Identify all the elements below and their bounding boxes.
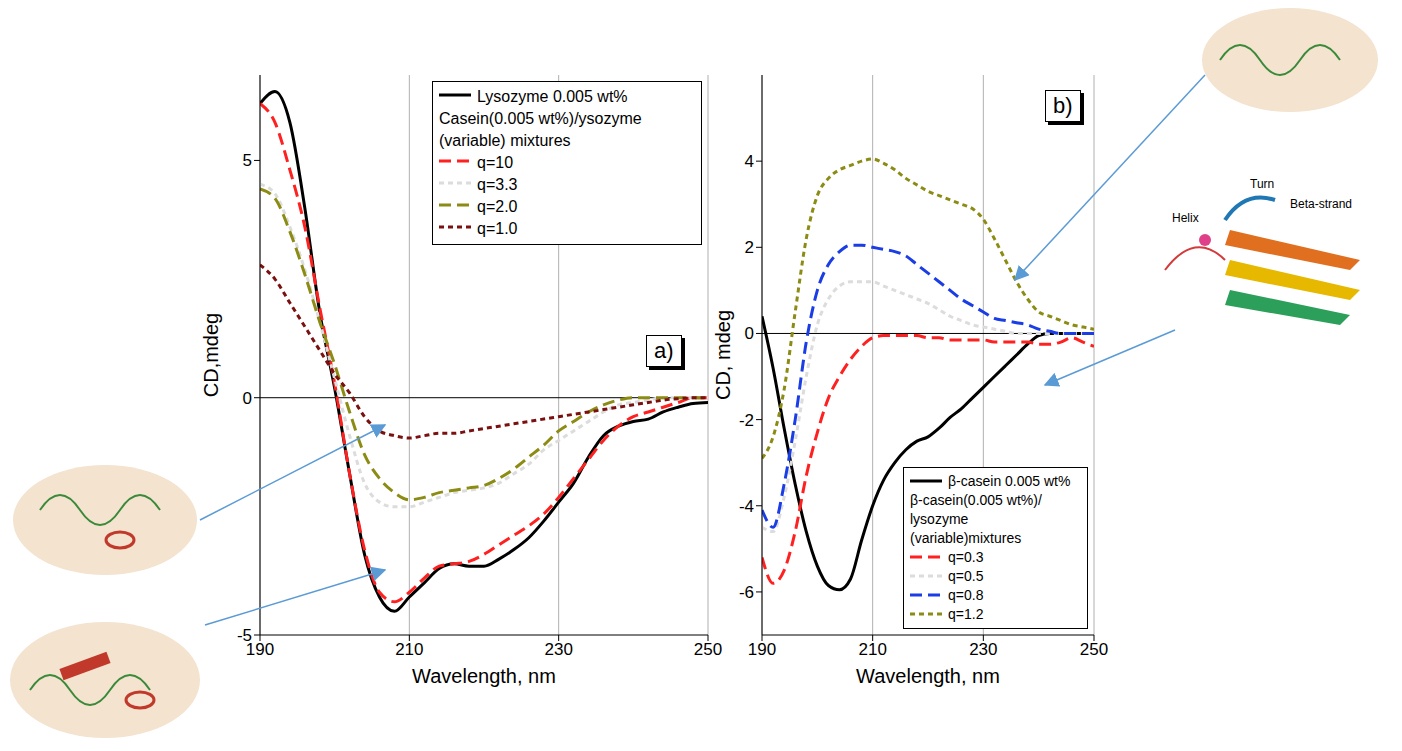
svg-text:0: 0 [243, 389, 252, 408]
svg-text:210: 210 [858, 640, 886, 659]
html-text:q=0.3: q=0.3 [948, 549, 984, 565]
svg-text:Turn: Turn [1250, 177, 1274, 191]
html-text:Casein(0.005 wt%)/ysozyme (var: Casein(0.005 wt%)/ysozyme (variable) mix… [439, 110, 642, 149]
svg-text:-6: -6 [739, 583, 754, 602]
html-text:q=2.0: q=2.0 [477, 198, 518, 215]
html-text:q=0.5: q=0.5 [948, 568, 984, 584]
svg-text:4: 4 [745, 152, 754, 171]
svg-text:210: 210 [395, 640, 423, 659]
svg-text:CD, mdeg: CD, mdeg [712, 310, 734, 400]
svg-text:190: 190 [748, 640, 776, 659]
html-text:q=1.2: q=1.2 [948, 606, 984, 622]
html-text:q=10: q=10 [477, 154, 513, 171]
html-text:q=1.0: q=1.0 [477, 220, 518, 237]
html-text:β-casein 0.005 wt%: β-casein 0.005 wt% [948, 473, 1071, 489]
svg-text:0: 0 [745, 324, 754, 343]
html-text:a): a) [654, 338, 674, 363]
svg-text:230: 230 [969, 640, 997, 659]
html-text:q=0.8: q=0.8 [948, 587, 984, 603]
html-text:q=3.3: q=3.3 [477, 176, 518, 193]
svg-text:-5: -5 [237, 626, 252, 645]
svg-text:Wavelength, nm: Wavelength, nm [412, 665, 556, 687]
svg-text:250: 250 [694, 640, 722, 659]
svg-text:-2: -2 [739, 411, 754, 430]
svg-text:CD,mdeg: CD,mdeg [200, 313, 222, 397]
svg-text:5: 5 [243, 151, 252, 170]
html-text:β-casein(0.005 wt%)/ lysozyme: β-casein(0.005 wt%)/ lysozyme (variable)… [910, 492, 1042, 546]
html-text:Lysozyme 0.005 wt%: Lysozyme 0.005 wt% [477, 88, 628, 105]
html-text:b): b) [1053, 93, 1073, 118]
svg-text:2: 2 [745, 238, 754, 257]
svg-text:Beta-strand: Beta-strand [1290, 197, 1352, 211]
svg-text:-4: -4 [739, 497, 754, 516]
svg-text:250: 250 [1080, 640, 1108, 659]
svg-text:230: 230 [544, 640, 572, 659]
svg-text:Wavelength, nm: Wavelength, nm [856, 665, 1000, 687]
svg-text:190: 190 [245, 640, 275, 660]
svg-text:Helix: Helix [1172, 211, 1199, 225]
